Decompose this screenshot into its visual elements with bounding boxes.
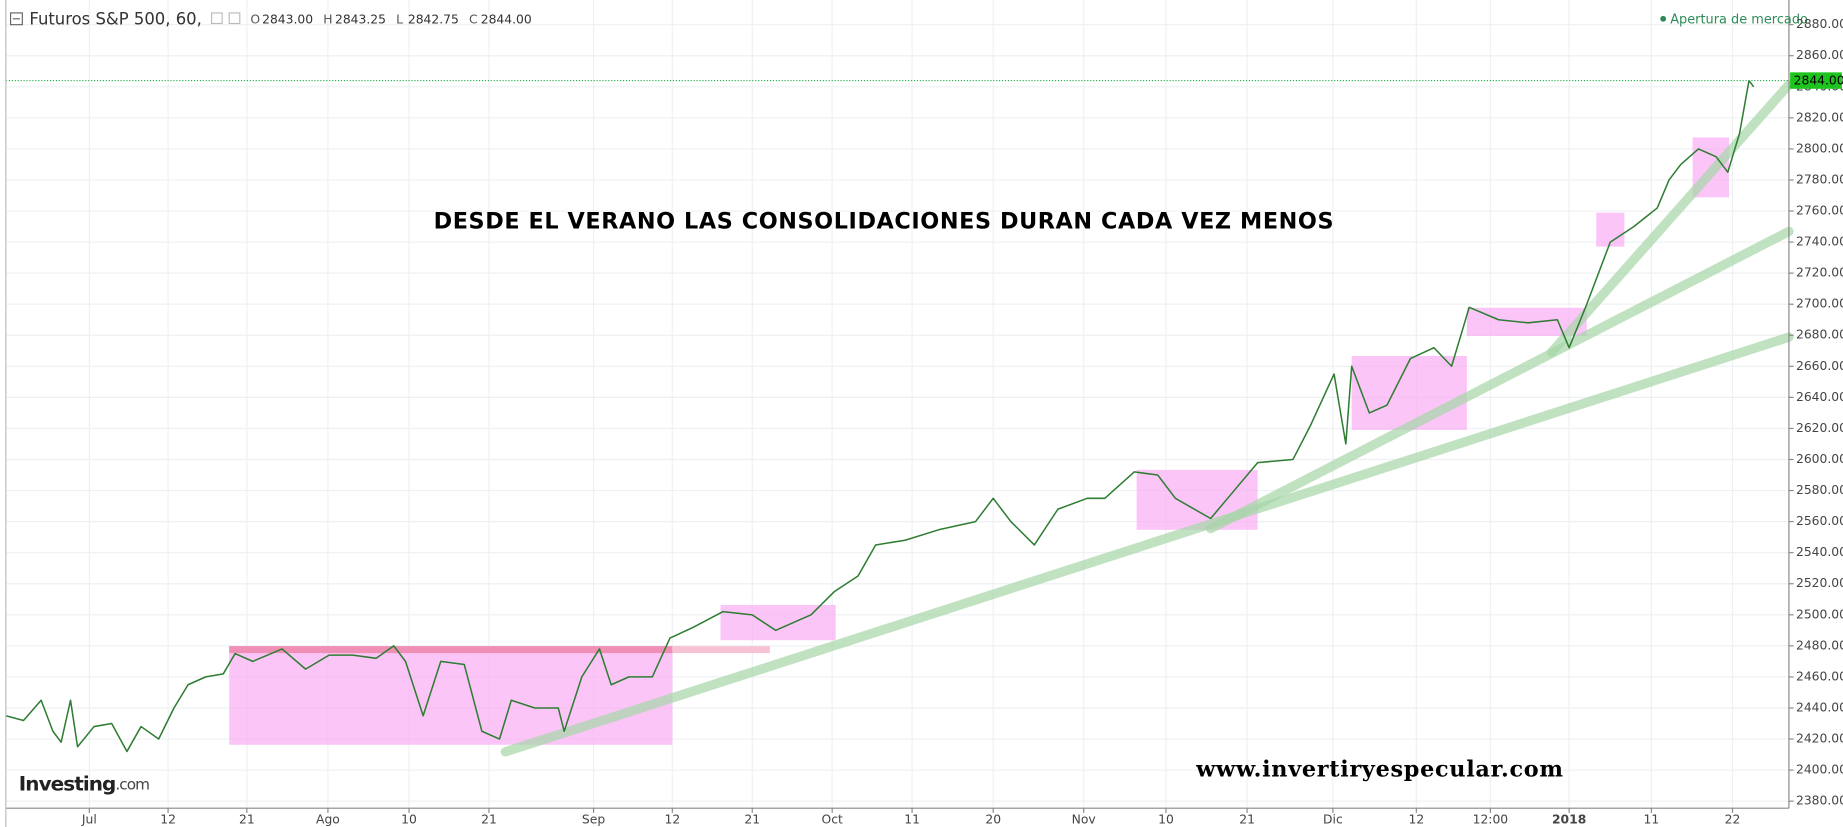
y-tick-label: 2480.00 [1796, 638, 1843, 652]
x-tick-label: 2018 [1552, 812, 1586, 826]
x-tick-label: 21 [481, 812, 497, 826]
x-tick-label: 11 [904, 812, 920, 826]
ohlc-value: 2843.25 [335, 12, 386, 26]
x-tick-label: Sep [582, 812, 605, 826]
trend-line [1205, 226, 1794, 534]
ohlc: O 2843.00 H 2843.25 L 2842.75 C 2844.00 [250, 12, 532, 26]
y-tick-label: 2680.00 [1796, 328, 1843, 342]
trend-lines [500, 79, 1794, 757]
y-tick-label: 2740.00 [1796, 235, 1843, 249]
y-tick-label: 2780.00 [1796, 172, 1843, 186]
y-tick-label: 2380.00 [1796, 794, 1843, 808]
market-status: Apertura de mercado [1670, 12, 1808, 27]
y-tick-label: 2820.00 [1796, 110, 1843, 124]
x-tick-label: 21 [1239, 812, 1255, 826]
annotation: DESDE EL VERANO LAS CONSOLIDACIONES DURA… [434, 209, 1335, 235]
y-tick-label: 2620.00 [1796, 421, 1843, 435]
x-tick-label: 10 [1158, 812, 1174, 826]
x-tick-label: Oct [822, 812, 843, 826]
symbol: Futuros S&P 500, 60, [29, 9, 201, 28]
y-tick-label: 2880.00 [1796, 17, 1843, 31]
x-tick-label: 11 [1644, 812, 1660, 826]
website: www.invertiryespecular.com [1195, 757, 1564, 783]
ohlc-key: C [469, 12, 478, 26]
last-price-label: 2844.00 [1794, 74, 1843, 88]
watermark-suffix: .com [115, 775, 149, 793]
x-tick-label: 21 [239, 812, 255, 826]
y-tick-label: 2600.00 [1796, 452, 1843, 466]
y-tick-label: 2460.00 [1796, 669, 1843, 683]
box [1351, 355, 1467, 430]
box [720, 604, 836, 641]
ohlc-key: L [396, 12, 403, 26]
x-tick-label: Nov [1072, 812, 1096, 826]
x-tick-label: 20 [985, 812, 1001, 826]
last-price-box [1790, 72, 1842, 89]
y-tick-label: 2720.00 [1796, 266, 1843, 280]
y-tick-label: 2860.00 [1796, 48, 1843, 62]
collapse-icon[interactable] [9, 12, 23, 26]
y-tick-label: 2700.00 [1796, 297, 1843, 311]
y-tick-label: 2440.00 [1796, 700, 1843, 714]
x-tick-label: 12 [1408, 812, 1424, 826]
box [1136, 469, 1258, 530]
ohlc-value: 2844.00 [481, 12, 532, 26]
trend-line [500, 332, 1794, 757]
x-tick-label: Dic [1323, 812, 1343, 826]
x-tick-label: 21 [744, 812, 760, 826]
plot [5, 79, 1789, 753]
y-tick-label: 2760.00 [1796, 204, 1843, 218]
x-tick-label: Ago [316, 812, 340, 826]
settings-icon[interactable] [210, 12, 223, 25]
watermark-brand: Investing [19, 771, 116, 795]
y-tick-label: 2560.00 [1796, 514, 1843, 528]
y-tick-label: 2520.00 [1796, 576, 1843, 590]
y-tick-label: 2420.00 [1796, 732, 1843, 746]
x-tick-label: 22 [1725, 812, 1741, 826]
x-tick-label: Jul [81, 812, 97, 826]
y-tick-label: 2400.00 [1796, 763, 1843, 777]
y-tick-label: 2580.00 [1796, 483, 1843, 497]
y-tick-label: 2540.00 [1796, 545, 1843, 559]
box [1596, 212, 1625, 247]
settings-icon[interactable] [228, 12, 241, 25]
x-tick-label: 12 [664, 812, 680, 826]
status-dot [1660, 15, 1667, 22]
y-tick-label: 2660.00 [1796, 359, 1843, 373]
y-tick-label: 2500.00 [1796, 607, 1843, 621]
ohlc-key: H [323, 12, 332, 26]
y-tick-label: 2800.00 [1796, 141, 1843, 155]
ohlc-key: O [250, 12, 260, 26]
y-tick-label: 2640.00 [1796, 390, 1843, 404]
x-tick-label: 10 [401, 812, 417, 826]
watermark-brand: Investing.com [19, 771, 149, 795]
ohlc-value: 2842.75 [408, 12, 459, 26]
x-tick-label: 12:00 [1473, 812, 1509, 826]
trend-line [1546, 79, 1794, 358]
x-tick-label: 12 [160, 812, 176, 826]
ohlc-value: 2843.00 [262, 12, 313, 26]
price-line [5, 79, 1755, 753]
